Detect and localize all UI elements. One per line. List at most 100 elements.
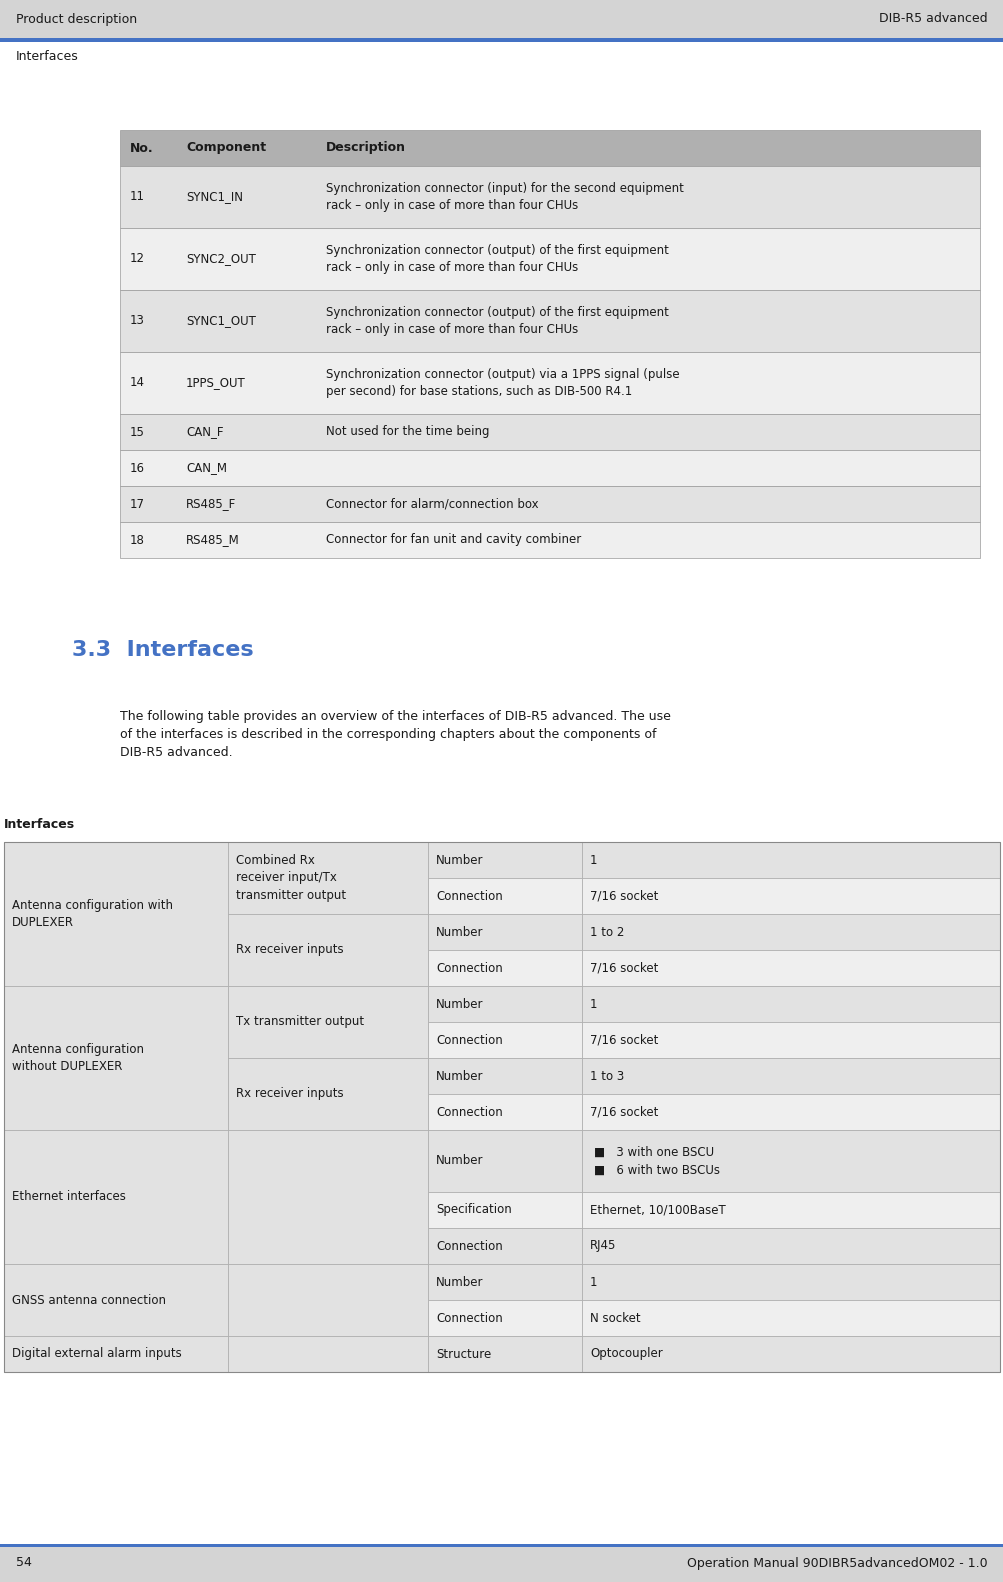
Text: Ethernet, 10/100BaseT: Ethernet, 10/100BaseT	[590, 1204, 725, 1217]
Bar	[0, 0, 1003, 38]
Bar	[582, 914, 999, 951]
Text: CAN_F: CAN_F	[186, 426, 224, 438]
Bar	[228, 842, 427, 914]
Text: 1: 1	[590, 1275, 597, 1288]
Bar	[582, 1337, 999, 1372]
Text: 7/16 socket: 7/16 socket	[590, 1033, 658, 1047]
Bar	[120, 166, 979, 228]
Text: No.: No.	[129, 141, 153, 155]
Text: Operation Manual 90DIBR5advancedOM02 - 1.0: Operation Manual 90DIBR5advancedOM02 - 1…	[687, 1557, 987, 1569]
Text: Synchronization connector (output) via a 1PPS signal (pulse
per second) for base: Synchronization connector (output) via a…	[326, 369, 679, 397]
Bar	[582, 1130, 999, 1191]
Bar	[427, 1130, 582, 1191]
Text: 3.3  Interfaces: 3.3 Interfaces	[72, 641, 254, 660]
Text: CAN_M: CAN_M	[186, 462, 227, 475]
Bar	[4, 842, 999, 1372]
Bar	[4, 1264, 228, 1337]
Text: RJ45: RJ45	[590, 1240, 616, 1253]
Text: 7/16 socket: 7/16 socket	[590, 1106, 658, 1118]
Text: Antenna configuration
without DUPLEXER: Antenna configuration without DUPLEXER	[12, 1043, 143, 1073]
Text: Connection: Connection	[435, 1106, 503, 1118]
Text: Connector for fan unit and cavity combiner: Connector for fan unit and cavity combin…	[326, 533, 581, 546]
Text: 7/16 socket: 7/16 socket	[590, 962, 658, 975]
Text: Combined Rx
receiver input/Tx
transmitter output: Combined Rx receiver input/Tx transmitte…	[236, 854, 346, 902]
Text: 1 to 3: 1 to 3	[590, 1069, 624, 1082]
Bar	[4, 1130, 228, 1264]
Text: 1: 1	[590, 854, 597, 867]
Bar	[582, 1022, 999, 1058]
Bar	[427, 986, 582, 1022]
Bar	[582, 1058, 999, 1095]
Text: 16: 16	[129, 462, 144, 475]
Bar	[582, 1300, 999, 1337]
Text: 13: 13	[129, 315, 144, 327]
Text: Antenna configuration with
DUPLEXER: Antenna configuration with DUPLEXER	[12, 899, 173, 929]
Bar	[427, 1191, 582, 1228]
Text: Connection: Connection	[435, 962, 503, 975]
Text: 12: 12	[129, 253, 144, 266]
Text: Digital external alarm inputs: Digital external alarm inputs	[12, 1348, 182, 1361]
Bar	[427, 1264, 582, 1300]
Text: 54: 54	[16, 1557, 32, 1569]
Text: RS485_M: RS485_M	[186, 533, 240, 546]
Bar	[427, 1300, 582, 1337]
Bar	[120, 414, 979, 449]
Bar	[120, 449, 979, 486]
Text: 1: 1	[590, 998, 597, 1011]
Text: Number: Number	[435, 1069, 483, 1082]
Text: Interfaces: Interfaces	[16, 51, 78, 63]
Bar	[427, 1228, 582, 1264]
Text: 1 to 2: 1 to 2	[590, 925, 624, 938]
Bar	[228, 1130, 427, 1264]
Bar	[228, 1058, 427, 1130]
Bar	[120, 522, 979, 558]
Bar	[582, 1095, 999, 1130]
Bar	[582, 986, 999, 1022]
Text: Description: Description	[326, 141, 405, 155]
Bar	[582, 951, 999, 986]
Bar	[0, 1544, 1003, 1582]
Text: Number: Number	[435, 925, 483, 938]
Bar	[427, 951, 582, 986]
Bar	[4, 1337, 228, 1372]
Bar	[120, 130, 979, 166]
Bar	[120, 486, 979, 522]
Bar	[427, 1337, 582, 1372]
Bar	[582, 1228, 999, 1264]
Bar	[120, 228, 979, 290]
Bar	[427, 1022, 582, 1058]
Text: ■   3 with one BSCU
■   6 with two BSCUs: ■ 3 with one BSCU ■ 6 with two BSCUs	[594, 1145, 719, 1177]
Text: Connection: Connection	[435, 889, 503, 902]
Text: DIB-R5 advanced: DIB-R5 advanced	[879, 13, 987, 25]
Bar	[427, 1095, 582, 1130]
Text: 7/16 socket: 7/16 socket	[590, 889, 658, 902]
Bar	[228, 986, 427, 1058]
Text: Tx transmitter output: Tx transmitter output	[236, 1016, 364, 1028]
Bar	[427, 842, 582, 878]
Bar	[582, 842, 999, 878]
Text: Number: Number	[435, 1275, 483, 1288]
Text: GNSS antenna connection: GNSS antenna connection	[12, 1294, 165, 1307]
Text: 1PPS_OUT: 1PPS_OUT	[186, 377, 246, 389]
Text: N socket: N socket	[590, 1311, 640, 1324]
Bar	[582, 878, 999, 914]
Bar	[228, 1337, 427, 1372]
Text: Structure: Structure	[435, 1348, 490, 1361]
Text: 14: 14	[129, 377, 144, 389]
Bar	[120, 290, 979, 353]
Text: Ethernet interfaces: Ethernet interfaces	[12, 1191, 125, 1204]
Bar	[427, 1058, 582, 1095]
Text: Connection: Connection	[435, 1240, 503, 1253]
Bar	[4, 986, 228, 1130]
Bar	[582, 1264, 999, 1300]
Bar	[228, 1264, 427, 1337]
Bar	[582, 1191, 999, 1228]
Text: The following table provides an overview of the interfaces of DIB-R5 advanced. T: The following table provides an overview…	[120, 710, 670, 759]
Text: Number: Number	[435, 1155, 483, 1168]
Bar	[0, 1544, 1003, 1547]
Text: 15: 15	[129, 426, 144, 438]
Text: 11: 11	[129, 190, 144, 204]
Text: Synchronization connector (input) for the second equipment
rack – only in case o: Synchronization connector (input) for th…	[326, 182, 683, 212]
Text: Interfaces: Interfaces	[4, 818, 75, 831]
Bar	[0, 38, 1003, 43]
